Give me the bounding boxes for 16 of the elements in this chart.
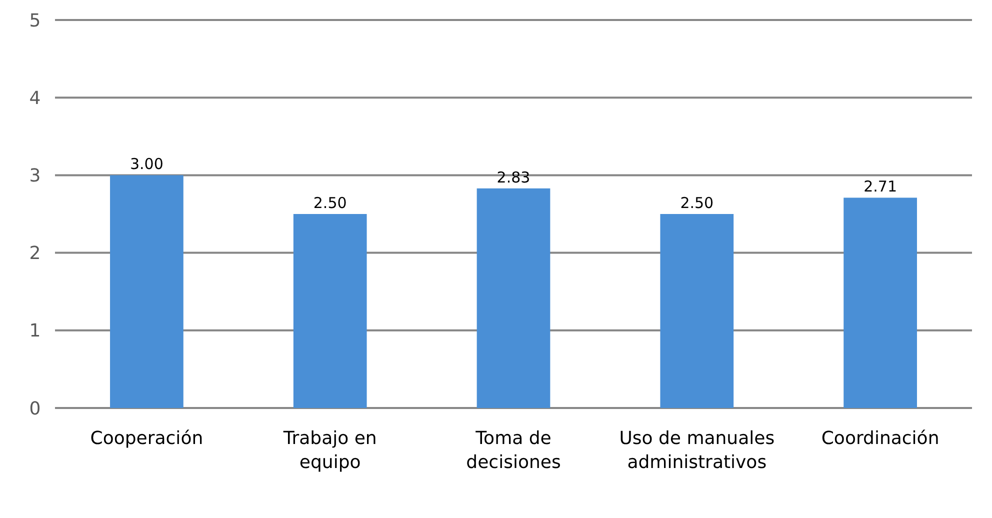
y-tick-label: 2 <box>29 243 41 264</box>
data-label: 2.71 <box>864 178 898 196</box>
y-tick-label: 3 <box>29 166 41 186</box>
y-tick-label: 1 <box>29 320 41 342</box>
data-label: 3.00 <box>130 155 164 174</box>
x-tick-label: Uso de manuales administrativos <box>619 428 775 473</box>
x-tick-label: Toma de decisiones <box>466 428 561 473</box>
y-tick-label: 0 <box>29 398 41 420</box>
x-tick-label: Cooperación <box>90 428 204 449</box>
x-tick-label: Trabajo en equipo <box>282 428 377 473</box>
y-tick-label: 5 <box>29 10 41 32</box>
x-tick-label: Coordinación <box>821 428 940 449</box>
data-label: 2.50 <box>680 194 714 212</box>
data-label: 2.83 <box>496 168 530 186</box>
data-label: 2.50 <box>313 194 347 212</box>
y-tick-label: 4 <box>29 88 41 109</box>
